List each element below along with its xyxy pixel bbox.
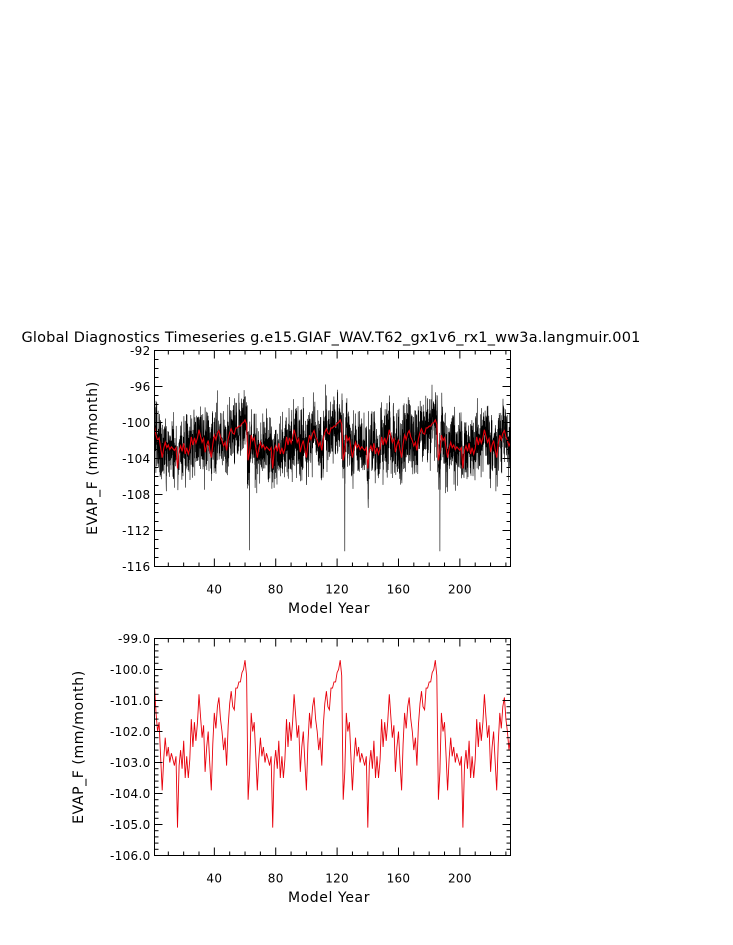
bottom-panel: 40 80 120 160 200 -106.0 -105.0 -104.0 -103.0 -10… (71, 632, 511, 906)
bottom-y-tick-label: -103.0 (110, 756, 150, 770)
bottom-x-tick-label: 80 (268, 872, 284, 886)
annual-mean-series-line (153, 418, 512, 469)
top-x-tick-label: 200 (448, 583, 472, 597)
bottom-x-axis-label: Model Year (288, 890, 370, 906)
top-y-axis-label: EVAP_F (mm/month) (85, 381, 101, 535)
bottom-x-tick-label: 200 (448, 872, 472, 886)
top-x-tick-label: 40 (206, 583, 222, 597)
top-y-tick-label: -112 (122, 524, 150, 538)
bottom-y-tick-label: -102.0 (110, 725, 150, 739)
top-x-axis-label: Model Year (288, 601, 370, 617)
bottom-y-tick-label: -99.0 (118, 632, 151, 646)
top-panel: 40 80 120 160 200-116-112-108-104-100-96-92 … (85, 344, 512, 617)
bottom-x-tick-label: 160 (387, 872, 411, 886)
top-x-tick-label: 80 (268, 583, 284, 597)
bottom-plot-frame (154, 638, 511, 856)
top-x-tick-label: 160 (387, 583, 411, 597)
monthly-line-path (154, 384, 511, 552)
bottom-y-tick-label: -100.0 (110, 663, 150, 677)
bottom-y-tick-label: -105.0 (110, 818, 150, 832)
bottom-x-tick-label: 40 (206, 872, 222, 886)
annual-mean-line-path (154, 660, 511, 828)
top-y-tick-label: -116 (122, 560, 150, 574)
bottom-y-axis-label: EVAP_F (mm/month) (71, 670, 87, 824)
bottom-x-tick-label: 120 (325, 872, 349, 886)
top-axis-ticks: 40 80 120 160 200 -116 -112 -108 -104 -100 -96 -92 (122, 344, 511, 597)
top-y-tick-label: -100 (122, 416, 150, 430)
top-y-tick-label: -96 (130, 380, 151, 394)
top-y-tick-label: -108 (122, 488, 150, 502)
top-y-tick-label: -92 (130, 344, 151, 358)
monthly-series-line (154, 384, 511, 552)
bottom-y-tick-label: -106.0 (110, 849, 150, 863)
chart-title: Global Diagnostics Timeseries g.e15.GIAF… (21, 330, 640, 346)
bottom-y-tick-label: -104.0 (110, 787, 150, 801)
bottom-y-tick-label: -101.0 (110, 694, 150, 708)
top-x-tick-label: 120 (325, 583, 349, 597)
top-y-tick-label: -104 (122, 452, 150, 466)
annual-mean-line-path (153, 418, 512, 469)
bottom-axis-ticks: 40 80 120 160 200 -106.0 -105.0 -104.0 -103.0 -10… (110, 632, 511, 886)
annual-mean-series-line (154, 660, 511, 828)
top-plot-frame (154, 350, 511, 567)
